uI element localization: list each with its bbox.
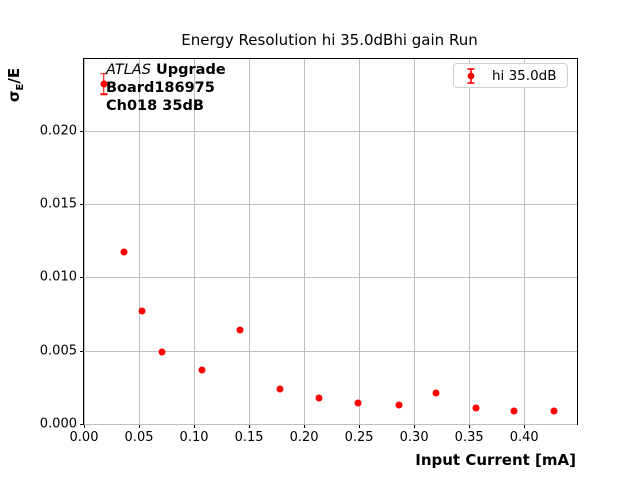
data-point [198, 366, 206, 374]
y-tick-label: 0.015 [39, 196, 77, 212]
x-gridline [304, 59, 306, 424]
annotation-experiment: ATLAS [106, 62, 151, 78]
x-gridline [414, 59, 416, 424]
data-point [510, 407, 518, 415]
y-axis-label-sigma: σ [5, 90, 23, 103]
legend-entry-label: hi 35.0dB [492, 67, 557, 84]
y-axis-label: σE/E [5, 54, 26, 116]
data-point [315, 394, 323, 402]
y-gridline [84, 204, 577, 206]
data-point [100, 80, 108, 88]
annotation-board: Board186975 [106, 80, 215, 96]
legend-box: hi 35.0dB [453, 63, 568, 88]
annotation-line-1: ATLAS Upgrade [106, 61, 226, 79]
data-point [138, 307, 146, 315]
plot-area: 0.00 0.05 0.10 0.15 0.20 0.25 0.30 0.35 0.40 0.00… [40, 58, 578, 445]
y-gridline [84, 424, 577, 425]
annotation-block: ATLAS Upgrade Board186975 Ch018 35dB [106, 61, 226, 115]
error-bar-cap [100, 93, 108, 95]
y-tick-label: 0.000 [39, 416, 77, 432]
x-gridline [524, 59, 526, 424]
y-axis-label-subscript: E [15, 83, 26, 91]
y-gridline [84, 277, 577, 279]
y-tick-mark [80, 424, 84, 425]
x-tick-label: 0.35 [454, 430, 484, 445]
x-tick-label: 0.20 [289, 430, 319, 445]
data-point [354, 399, 362, 407]
x-tick-mark [194, 424, 196, 428]
x-axis-label: Input Current [mA] [415, 451, 576, 469]
x-gridline [249, 59, 251, 424]
data-point [395, 401, 403, 409]
x-tick-label: 0.40 [509, 430, 539, 445]
y-gridline [84, 130, 577, 132]
y-tick-label: 0.020 [39, 123, 77, 139]
y-tick-mark [80, 204, 84, 206]
y-tick-mark [80, 130, 84, 132]
x-tick-label: 0.00 [69, 430, 99, 445]
x-tick-label: 0.25 [344, 430, 374, 445]
y-tick-label: 0.010 [39, 269, 77, 285]
data-point [276, 385, 284, 393]
x-gridline [84, 59, 85, 424]
x-tick-mark [469, 424, 471, 428]
y-axis-label-rest: /E [5, 67, 23, 84]
data-point [158, 348, 166, 356]
x-tick-mark [304, 424, 306, 428]
data-point [472, 404, 480, 412]
x-tick-mark [84, 424, 85, 428]
x-tick-label: 0.05 [124, 430, 154, 445]
data-point [120, 248, 128, 256]
data-point [432, 389, 440, 397]
x-gridline [139, 59, 141, 424]
error-bar-cap [100, 72, 108, 75]
legend-errorbar-marker-icon [464, 66, 478, 86]
chart-title: Energy Resolution hi 35.0dBhi gain Run [181, 31, 478, 49]
y-gridline [84, 350, 577, 352]
x-tick-mark [139, 424, 141, 428]
x-tick-label: 0.30 [399, 430, 429, 445]
x-tick-label: 0.10 [179, 430, 209, 445]
data-point [550, 407, 558, 415]
x-tick-mark [249, 424, 251, 428]
x-gridline [469, 59, 471, 424]
x-tick-mark [359, 424, 361, 428]
x-gridline [194, 59, 196, 424]
x-tick-mark [524, 424, 526, 428]
y-tick-label: 0.005 [39, 343, 77, 359]
x-tick-label: 0.15 [234, 430, 264, 445]
annotation-channel: Ch018 35dB [106, 98, 204, 114]
y-tick-mark [80, 350, 84, 352]
y-tick-mark [80, 277, 84, 279]
x-tick-mark [414, 424, 416, 428]
annotation-upgrade: Upgrade [150, 62, 226, 78]
data-point [236, 326, 244, 334]
x-gridline [359, 59, 361, 424]
